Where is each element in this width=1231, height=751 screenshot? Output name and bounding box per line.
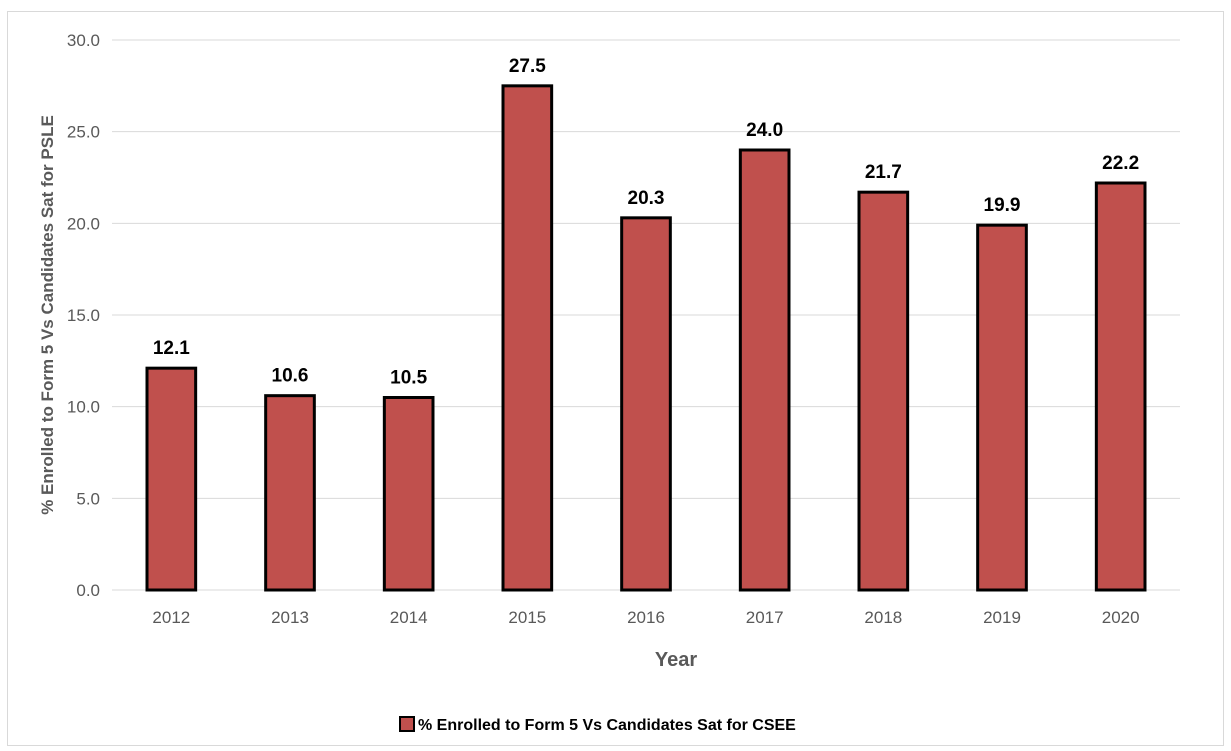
y-tick-label: 20.0 bbox=[67, 214, 100, 233]
data-label-2014: 10.5 bbox=[390, 368, 427, 389]
data-labels: 12.1 10.6 10.5 27.5 20.3 24.0 21.7 19.9 22.2 bbox=[153, 56, 1139, 389]
bar-2020 bbox=[1094, 181, 1147, 592]
x-tick-label: 2018 bbox=[864, 608, 902, 627]
bars bbox=[145, 84, 1147, 592]
y-tick-label: 0.0 bbox=[76, 581, 100, 600]
y-tick-label: 10.0 bbox=[67, 398, 100, 417]
y-tick-label: 15.0 bbox=[67, 306, 100, 325]
bar-2019 bbox=[976, 223, 1028, 592]
data-label-2012: 12.1 bbox=[153, 338, 190, 359]
bar-2016 bbox=[620, 216, 672, 592]
data-label-2013: 10.6 bbox=[272, 366, 309, 387]
x-tick-label: 2013 bbox=[271, 608, 309, 627]
bar-2015 bbox=[501, 84, 554, 592]
x-axis-ticks: 2012 2013 2014 2015 2016 2017 2018 2019 2020 bbox=[152, 608, 1139, 627]
bar-2018 bbox=[857, 190, 910, 592]
y-axis-title: % Enrolled to Form 5 Vs Candidates Sat f… bbox=[38, 115, 57, 515]
bar-2012 bbox=[145, 366, 198, 592]
data-label-2020: 22.2 bbox=[1102, 153, 1139, 174]
bar-2017 bbox=[738, 148, 791, 592]
legend-swatch bbox=[399, 716, 415, 732]
x-tick-label: 2016 bbox=[627, 608, 665, 627]
data-label-2019: 19.9 bbox=[984, 195, 1021, 216]
bar-2014 bbox=[382, 396, 435, 592]
data-label-2018: 21.7 bbox=[865, 162, 902, 183]
bar-2013 bbox=[264, 394, 316, 592]
data-label-2015: 27.5 bbox=[509, 56, 546, 77]
x-tick-label: 2015 bbox=[508, 608, 546, 627]
x-tick-label: 2014 bbox=[390, 608, 428, 627]
x-tick-label: 2017 bbox=[746, 608, 784, 627]
x-tick-label: 2012 bbox=[152, 608, 190, 627]
y-tick-label: 30.0 bbox=[67, 31, 100, 50]
data-label-2017: 24.0 bbox=[746, 120, 783, 141]
y-axis-ticks: 0.0 5.0 10.0 15.0 20.0 25.0 30.0 bbox=[67, 31, 100, 600]
x-tick-label: 2020 bbox=[1102, 608, 1140, 627]
y-tick-label: 5.0 bbox=[76, 489, 100, 508]
data-label-2016: 20.3 bbox=[628, 188, 665, 209]
x-axis-title: Year bbox=[655, 649, 697, 671]
x-tick-label: 2019 bbox=[983, 608, 1021, 627]
legend-label: % Enrolled to Form 5 Vs Candidates Sat f… bbox=[418, 717, 796, 734]
legend: % Enrolled to Form 5 Vs Candidates Sat f… bbox=[399, 716, 796, 734]
y-tick-label: 25.0 bbox=[67, 123, 100, 142]
